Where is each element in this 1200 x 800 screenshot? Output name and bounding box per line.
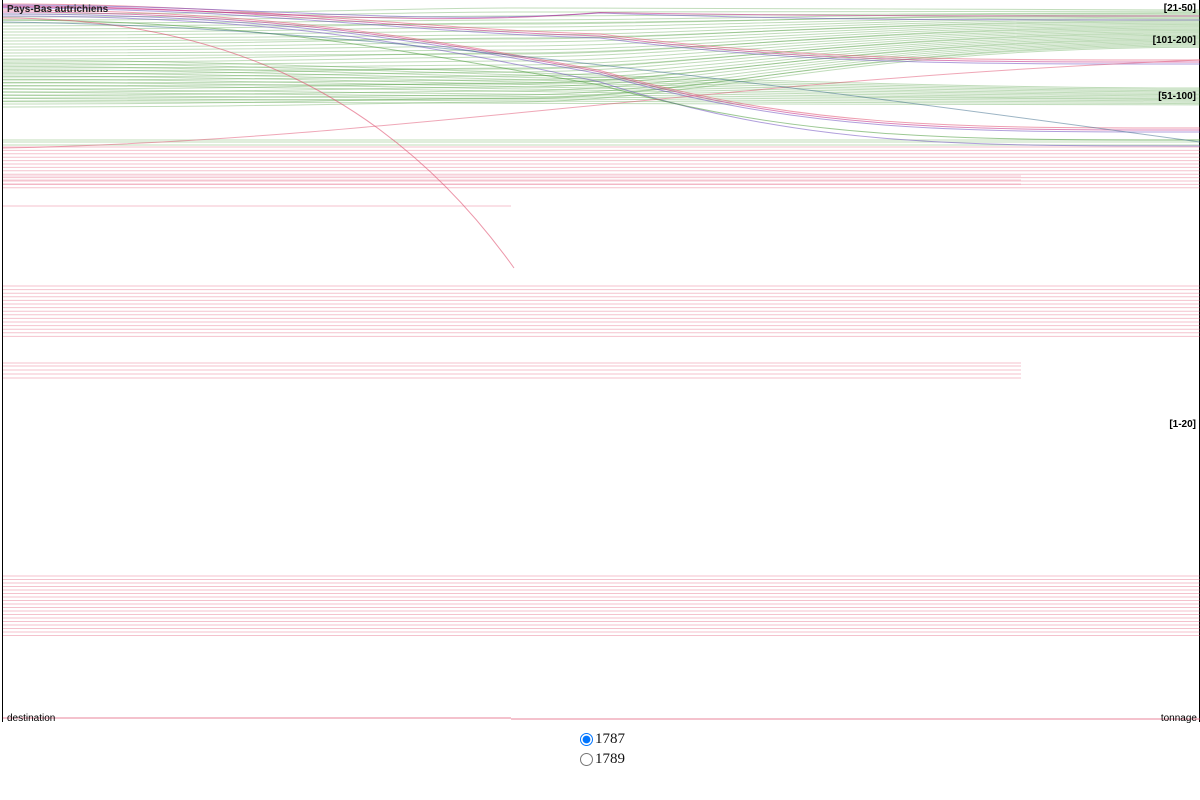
tonnage-category-label: [1-20]	[1169, 419, 1196, 430]
year-radio-1787[interactable]	[580, 732, 593, 746]
year-option-1789[interactable]: 1789	[578, 749, 625, 769]
flow-line	[2, 17, 515, 269]
tonnage-category-label: [101-200]	[1153, 35, 1196, 46]
flow-line	[2, 39, 1200, 90]
flow-line	[2, 25, 1200, 54]
tonnage-category-label: [51-100]	[1158, 91, 1196, 102]
flow-line	[2, 34, 1200, 78]
flow-line	[2, 75, 1200, 95]
flow-lines	[2, 3, 1200, 720]
flow-line	[2, 43, 1200, 99]
destination-label: Pays-Bas autrichiens	[7, 4, 109, 15]
flow-line	[2, 31, 1200, 69]
flow-line	[2, 62, 1200, 90]
flow-line	[2, 45, 1200, 105]
flow-line	[2, 26, 1200, 57]
flow-line	[2, 22, 1200, 48]
chart-labels: destination tonnage Pays-Bas autrichiens…	[7, 3, 1197, 724]
flow-line	[2, 46, 1200, 108]
flow-line	[2, 85, 1200, 99]
flow-line	[2, 19, 1200, 141]
flow-line	[2, 9, 1200, 129]
flow-line	[2, 69, 1200, 93]
flow-line	[2, 72, 1200, 94]
year-option-label: 1789	[595, 750, 625, 767]
flow-line	[2, 101, 1200, 106]
parallel-coordinates-chart: destination tonnage Pays-Bas autrichiens…	[2, 0, 1200, 724]
year-radio-1789[interactable]	[580, 752, 593, 766]
flow-line	[2, 38, 1200, 87]
flow-line	[2, 10, 1200, 18]
flow-line	[2, 15, 1200, 147]
flow-line	[2, 81, 1200, 98]
year-option-1787[interactable]: 1787	[578, 729, 625, 749]
flow-line	[2, 28, 1200, 63]
flow-line	[2, 97, 1200, 105]
flow-line	[2, 40, 1200, 93]
flow-line	[2, 37, 1200, 84]
flow-line	[2, 41, 1200, 96]
flow-line	[2, 78, 1200, 97]
flow-line	[2, 15, 1200, 30]
flow-line	[2, 44, 1200, 102]
flow-line	[2, 21, 1200, 143]
flow-line	[2, 59, 1200, 149]
flow-line	[2, 29, 1200, 66]
flow-line	[2, 35, 1200, 81]
flow-line	[2, 23, 1200, 51]
flow-line	[2, 7, 1200, 65]
flow-line	[2, 11, 1200, 131]
year-option-label: 1787	[595, 730, 625, 747]
year-selector: 1787 1789	[578, 729, 625, 769]
left-axis-label: destination	[7, 713, 55, 724]
flow-line	[2, 27, 1200, 60]
flow-line	[2, 13, 1200, 133]
flow-line	[2, 21, 1200, 45]
right-axis-label: tonnage	[1161, 713, 1198, 724]
flow-line	[2, 32, 1200, 72]
flow-line	[2, 20, 1200, 42]
flow-line	[2, 6, 1200, 20]
flow-line	[2, 13, 1200, 24]
tonnage-category-label: [21-50]	[1164, 3, 1196, 14]
